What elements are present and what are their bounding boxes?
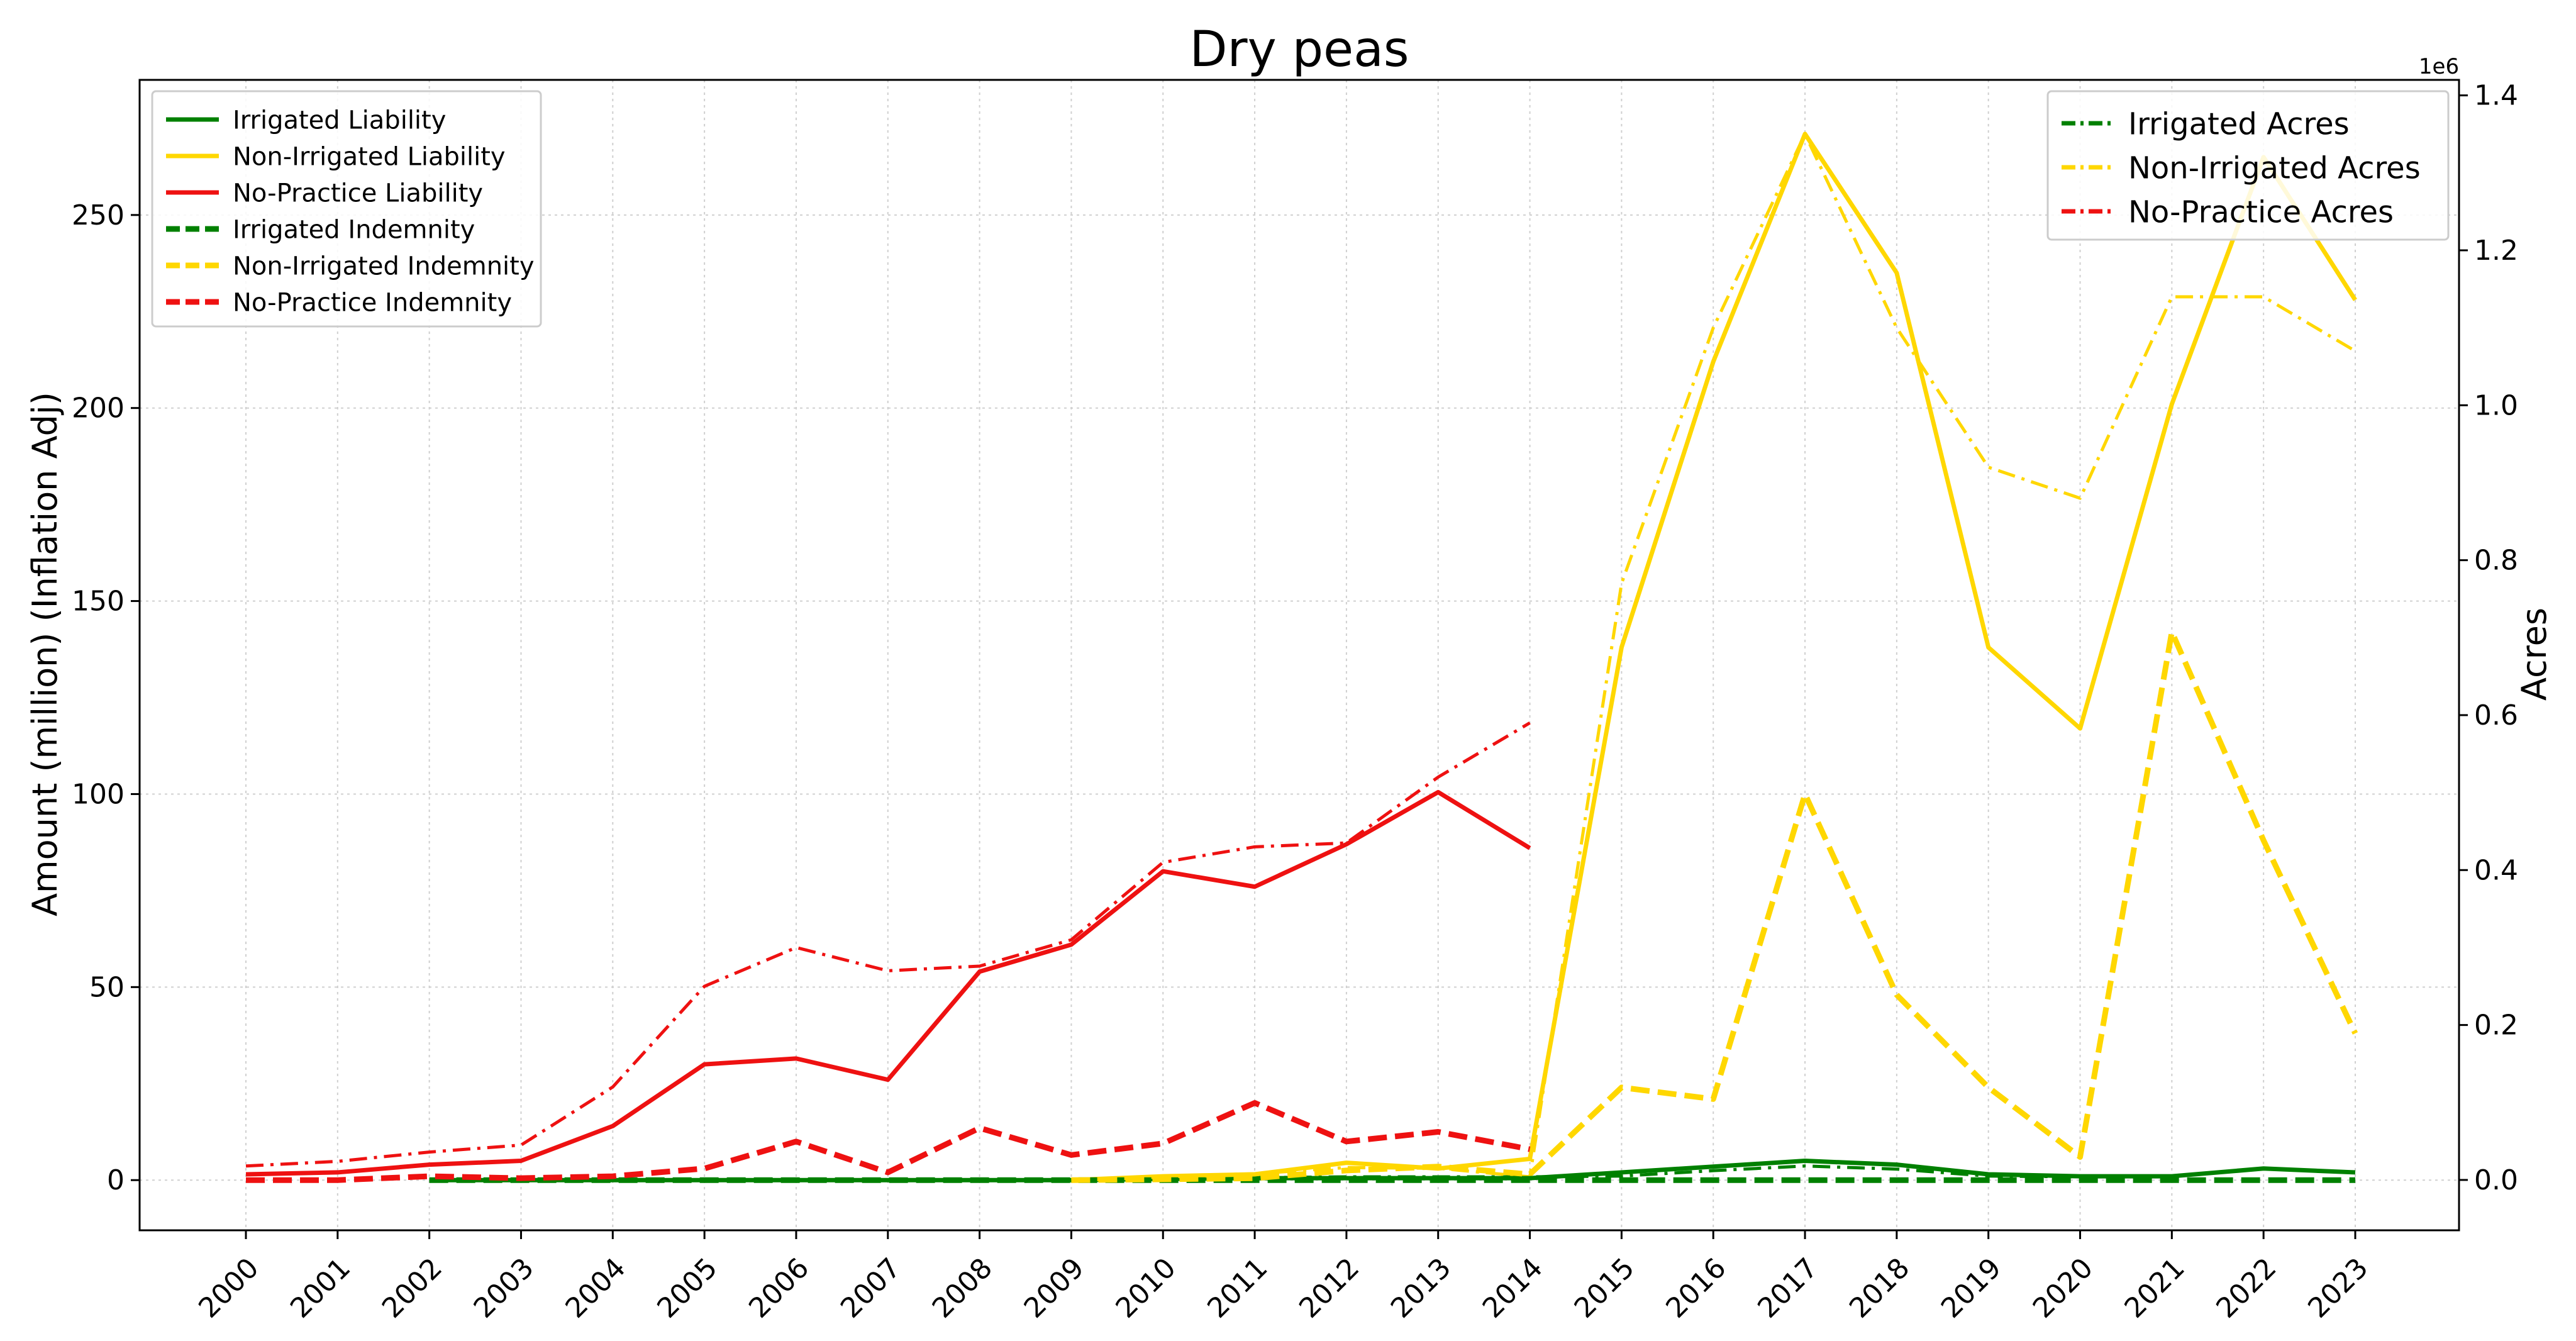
- x-tick-label: 2011: [1201, 1252, 1274, 1324]
- y-tick-label: 100: [72, 778, 125, 810]
- x-tick-label: 2010: [1109, 1252, 1182, 1324]
- legend-label: No-Practice Acres: [2128, 194, 2394, 230]
- legend-label: Non-Irrigated Acres: [2128, 150, 2421, 186]
- x-tick-label: 2012: [1293, 1252, 1365, 1324]
- x-tick-label: 2000: [192, 1252, 265, 1324]
- y2-tick-label: 0.2: [2474, 1010, 2518, 1042]
- x-tick-label: 2005: [651, 1252, 723, 1324]
- x-tick-label: 2018: [1843, 1252, 1916, 1324]
- x-tick-label: 2021: [2119, 1252, 2191, 1324]
- x-tick-label: 2006: [743, 1252, 815, 1324]
- legend-label: Irrigated Acres: [2128, 106, 2350, 142]
- x-tick-label: 2002: [376, 1252, 448, 1324]
- y-tick-label: 0: [107, 1164, 125, 1196]
- y-axis-label: Amount (million) (Inflation Adj): [25, 392, 65, 916]
- x-tick-label: 2003: [468, 1252, 540, 1324]
- legend-label: No-Practice Liability: [233, 179, 483, 208]
- y2-tick-label: 1.2: [2474, 235, 2518, 267]
- plot-frame: [138, 79, 2460, 1232]
- x-tick-label: 2023: [2302, 1252, 2374, 1324]
- x-tick-label: 2009: [1018, 1252, 1091, 1324]
- x-tick-label: 2014: [1477, 1252, 1549, 1324]
- x-tick-label: 2019: [1935, 1252, 2007, 1324]
- legend-label: Irrigated Liability: [233, 106, 446, 135]
- legend-label: Non-Irrigated Indemnity: [233, 252, 535, 281]
- y2-axis-label: Acres: [2514, 608, 2554, 701]
- non-irrigated-liability-line: [1071, 131, 2357, 1182]
- x-tick-label: 2008: [926, 1252, 999, 1324]
- y-tick-label: 150: [72, 586, 125, 618]
- y-tick-label: 250: [72, 199, 125, 231]
- no-practice-liability-line: [245, 789, 1531, 1177]
- y2-tick-label: 1.4: [2474, 80, 2518, 112]
- x-tick-label: 2017: [1752, 1252, 1824, 1324]
- x-tick-label: 2015: [1568, 1252, 1641, 1324]
- y-tick-label: 200: [72, 392, 125, 425]
- legend-left: Irrigated Liability Non-Irrigated Liabili…: [151, 90, 542, 328]
- y-tick-label: 50: [89, 971, 125, 1003]
- x-tick-label: 2022: [2210, 1252, 2282, 1324]
- y2-offset-label: 1e6: [2419, 54, 2459, 79]
- y2-tick-label: 0.6: [2474, 699, 2518, 732]
- y2-tick-label: 1.0: [2474, 389, 2518, 421]
- series-layer: [245, 131, 2358, 1183]
- x-tick-label: 2007: [835, 1252, 907, 1324]
- legend-right: Irrigated Acres Non-Irrigated Acres No-Pra…: [2046, 90, 2450, 241]
- legend-box: [151, 90, 542, 328]
- no-practice-indemnity-line: [246, 1099, 1531, 1183]
- y2-tick-label: 0.0: [2474, 1164, 2518, 1196]
- legend-label: No-Practice Indemnity: [233, 288, 512, 317]
- y2-tick-label: 0.4: [2474, 854, 2518, 886]
- x-tick-label: 2020: [2027, 1252, 2099, 1324]
- y2-tick-label: 0.8: [2474, 545, 2518, 577]
- chart-title: Dry peas: [1189, 21, 1409, 78]
- legend-box: [2046, 90, 2450, 241]
- no-practice-acres-line: [245, 721, 1531, 1168]
- non-irrigated-indemnity-line: [1071, 629, 2358, 1183]
- non-irrigated-acres-line: [1071, 132, 2357, 1182]
- x-tick-label: 2001: [284, 1252, 357, 1324]
- legend-label: Irrigated Indemnity: [233, 215, 475, 244]
- x-tick-label: 2016: [1660, 1252, 1732, 1324]
- x-tick-label: 2013: [1385, 1252, 1457, 1324]
- x-tick-label: 2004: [559, 1252, 631, 1324]
- legend-label: Non-Irrigated Liability: [233, 142, 506, 171]
